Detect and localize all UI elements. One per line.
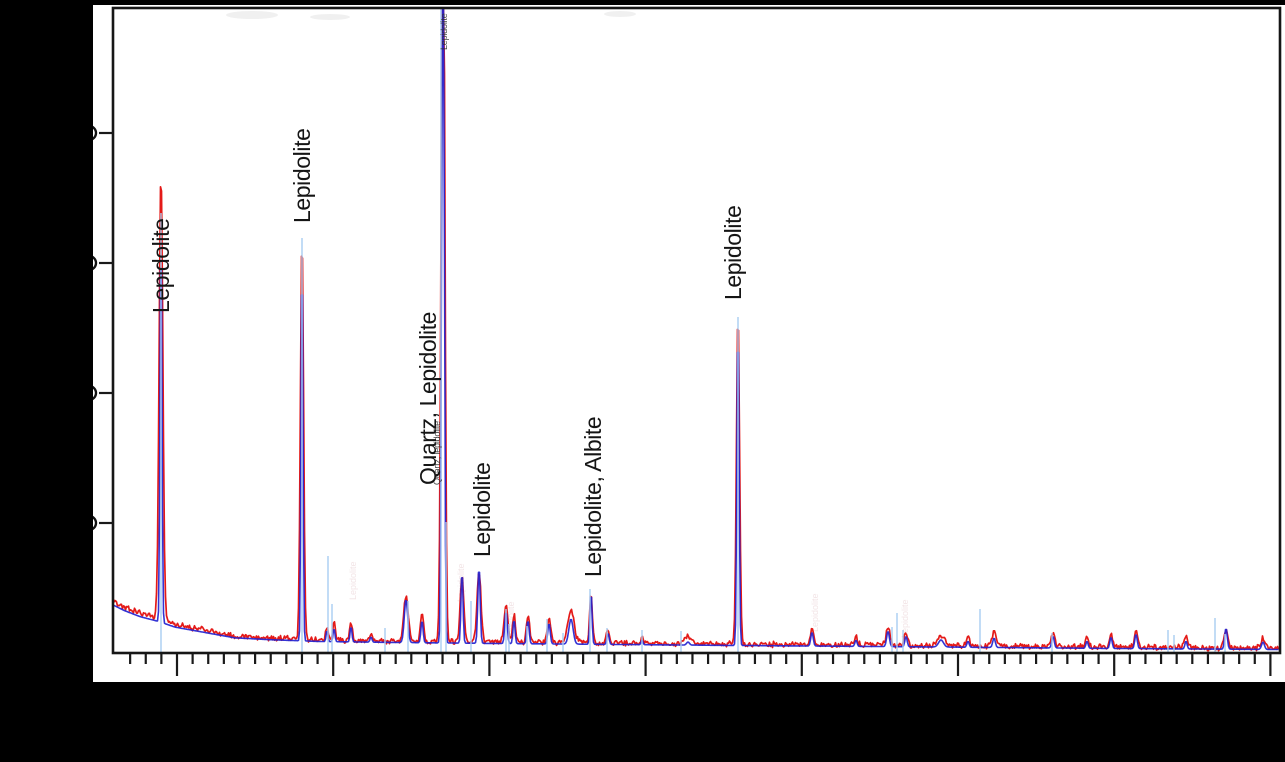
smudge xyxy=(226,11,278,19)
observed-trace xyxy=(112,8,1280,652)
ghost-peak-label: Lepidolite xyxy=(900,599,910,638)
ghost-peak-label: Lepidolite xyxy=(810,593,820,632)
peak-label: Lepidolite xyxy=(289,129,315,223)
bottom-black-margin xyxy=(0,682,1285,762)
smudge xyxy=(310,14,350,20)
ghost-peak-label: Lepidolite xyxy=(456,563,466,602)
peak-label: Lepidolite, Albite xyxy=(580,417,606,577)
smudge xyxy=(604,11,636,17)
plot-background xyxy=(93,5,1285,682)
plot-frame xyxy=(111,6,1282,655)
tiny-peak-label: Quartz, lepidolite xyxy=(432,421,442,485)
top-black-margin xyxy=(0,0,1285,5)
calculated-trace xyxy=(113,8,1279,651)
peak-label: Lepidolite xyxy=(469,463,495,557)
ghost-peak-label: Lepidolite xyxy=(506,601,516,640)
peak-label: Lepidolite xyxy=(148,219,174,313)
peak-label: Lepidolite xyxy=(720,206,746,300)
tiny-peak-label: Lepidolite xyxy=(439,13,449,50)
peak-label: Quartz, Lepidolite xyxy=(415,312,441,485)
left-black-margin xyxy=(0,0,93,762)
ghost-peak-label: Lepidolite xyxy=(348,561,358,600)
